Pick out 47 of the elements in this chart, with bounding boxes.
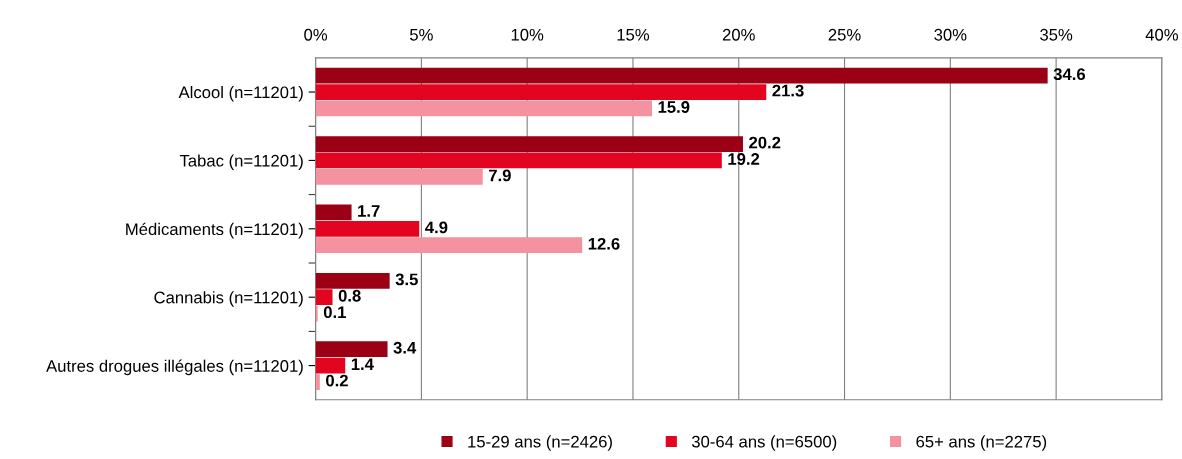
legend-label: 65+ ans (n=2275) (916, 435, 1047, 451)
y-tick-label: Alcool (n=11201) (178, 85, 303, 102)
bar (315, 84, 767, 100)
bar (315, 289, 333, 306)
x-tick-label: 25% (828, 28, 861, 41)
x-tick-label: 40% (1145, 28, 1178, 41)
bar (315, 152, 722, 169)
bar (315, 100, 652, 117)
data-label: 21.3 (772, 84, 804, 97)
data-label: 15.9 (658, 101, 690, 113)
y-tick-label: Tabac (n=11201) (179, 154, 303, 170)
bar (315, 305, 318, 322)
legend-label: 15-29 ans (n=2426) (468, 435, 612, 451)
data-label: 20.2 (749, 136, 781, 149)
x-tick-label: 30% (934, 28, 967, 41)
x-tick-label: 35% (1040, 28, 1073, 41)
bar (315, 357, 346, 374)
data-label: 3.5 (395, 273, 418, 286)
bar (315, 272, 390, 289)
data-label: 4.9 (425, 221, 448, 234)
data-label: 1.7 (358, 205, 380, 217)
data-label: 7.9 (489, 169, 511, 182)
bar (315, 204, 352, 221)
x-tick-label: 5% (410, 28, 433, 41)
y-tick-label: Cannabis (n=11201) (154, 291, 303, 307)
bar (315, 67, 1048, 84)
x-tick-label: 20% (722, 28, 755, 41)
data-label: 34.6 (1053, 68, 1086, 81)
data-label: 0.2 (326, 374, 348, 387)
data-label: 1.4 (351, 358, 374, 370)
data-label: 0.1 (323, 306, 346, 319)
x-tick-label: 0% (304, 28, 328, 41)
data-label: 19.2 (728, 153, 760, 165)
x-tick-label: 10% (511, 28, 544, 41)
bar (315, 220, 420, 237)
bar (315, 237, 583, 254)
y-tick-label: Médicaments (n=11201) (126, 222, 303, 239)
bar (315, 136, 743, 152)
bar (315, 341, 388, 358)
y-tick-label: Autres drogues illégales (n=11201) (46, 359, 303, 376)
data-label: 0.8 (338, 289, 361, 302)
x-tick-label: 15% (617, 28, 650, 41)
legend-label: 30-64 ans (n=6500) (691, 435, 837, 451)
bar (315, 168, 483, 185)
data-label: 3.4 (393, 341, 417, 354)
bar (315, 374, 320, 390)
data-label: 12.6 (588, 237, 620, 250)
